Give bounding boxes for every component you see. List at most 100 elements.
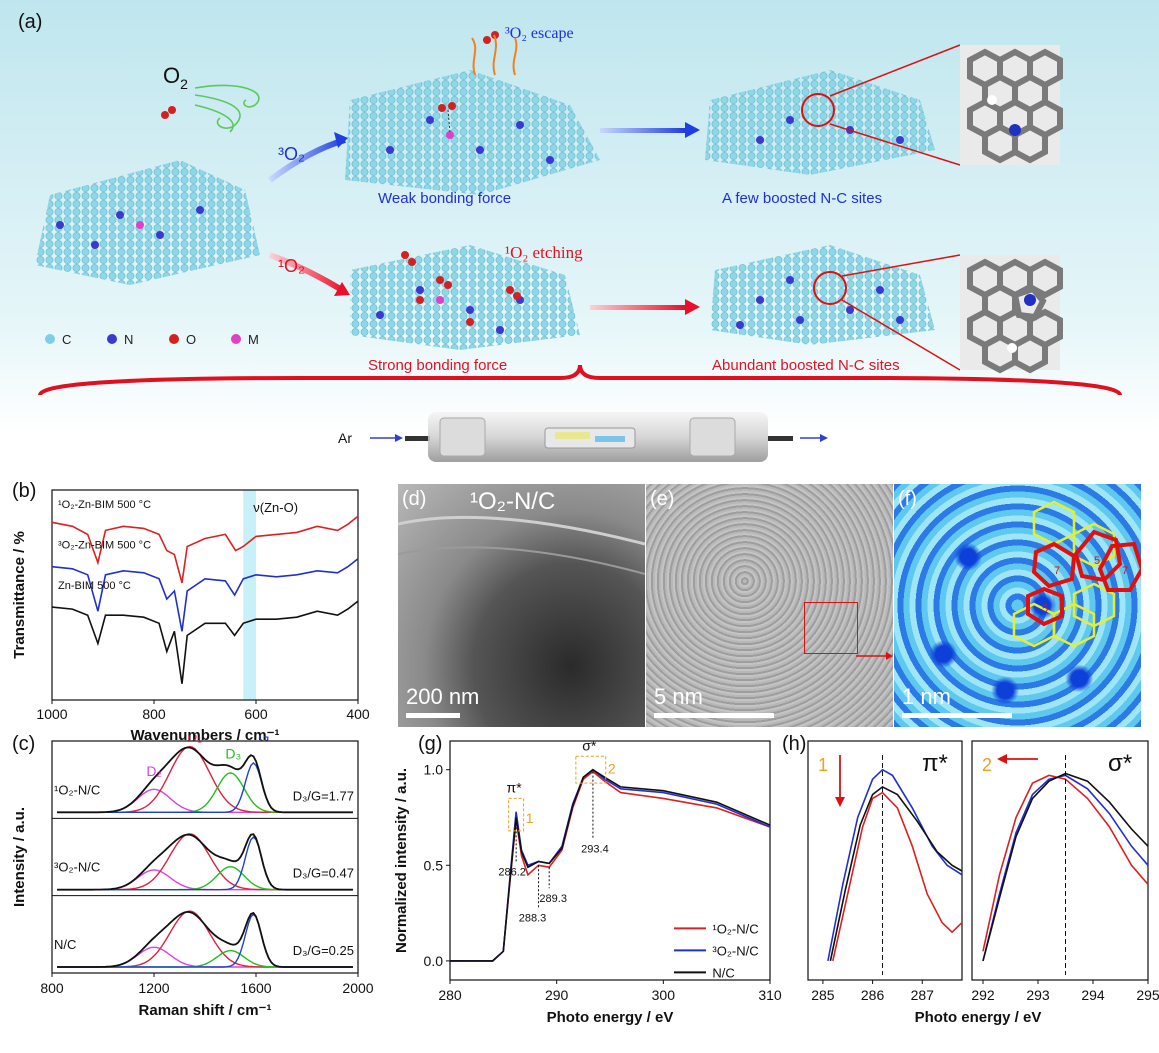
blue-forward-arrow <box>600 128 685 133</box>
panel-label-g: (g) <box>418 733 443 755</box>
ftir-series-label-1: ³O₂-Zn-BIM 500 °C <box>58 540 151 552</box>
red-bracket <box>38 364 1122 396</box>
raman-row-name-1: ³O₂-N/C <box>54 860 100 875</box>
panel-g-nexafs-chart: ¹O₂-N/C ³O₂-N/C N/C 1 2 π* σ* 286.2 288.3 289.3 29… <box>393 738 782 1026</box>
legend-dot-o <box>169 334 179 344</box>
g-xtick-label-1: 290 <box>545 987 569 1003</box>
ring-label-7b: 7 <box>1122 565 1128 577</box>
zn-o-annotation: ν(Zn-O) <box>253 500 298 515</box>
panel-label-b: (b) <box>12 480 37 502</box>
strong-bonding-label: Strong bonding force <box>368 357 507 374</box>
escape-label: ³O₂ escape <box>505 25 574 42</box>
h-left-frame <box>807 740 963 981</box>
b-tick-label-1: 800 <box>142 706 166 722</box>
panel-d-scale-label: 200 nm <box>406 684 480 709</box>
panel-f-scale-label: 1 nm <box>902 684 951 709</box>
raman-fit-0 <box>57 746 353 814</box>
b-tick-label-2: 600 <box>244 706 268 722</box>
h-right-box-label: 2 <box>982 755 992 775</box>
panel-label-a: (a) <box>18 11 42 33</box>
b-xlabel: Wavenumbers / cm⁻¹ <box>130 727 279 744</box>
legend-text-0: ¹O₂-N/C <box>712 921 758 936</box>
g-ylabel: Normalized intensity / a.u. <box>393 768 410 953</box>
ftir-series-2 <box>51 600 359 684</box>
peak-label-d1: D₁ <box>187 735 202 744</box>
wind-icon <box>194 84 260 133</box>
raman-row-ratio-0: D₃/G=1.77 <box>293 788 354 803</box>
triplet-arrowhead <box>334 132 348 148</box>
box-2 <box>575 755 607 784</box>
g-xtick-label-2: 300 <box>652 987 676 1003</box>
raman-row-name-0: ¹O₂-N/C <box>54 782 100 797</box>
raman-row-ratio-2: D₃/G=0.25 <box>293 943 354 958</box>
h-left-tick-label-1: 286 <box>861 987 885 1003</box>
h-right-tick-label-1: 293 <box>1026 987 1050 1003</box>
panel-c-raman-chart: ¹O₂-N/C D₃/G=1.77 D₁ D₂ D₃ G ³O₂-N/C D₃/G=0.47 N… <box>11 735 374 1019</box>
ftir-series-label-2: Zn-BIM 500 °C <box>58 580 131 592</box>
structure-inset-top <box>960 45 1063 165</box>
peak-label-g: G <box>259 735 270 744</box>
tube-furnace <box>370 412 828 462</box>
raman-fit-1 <box>57 833 353 891</box>
ftir-series-label-0: ¹O₂-Zn-BIM 500 °C <box>58 499 151 511</box>
etching-label: ¹O₂ etching <box>505 243 583 262</box>
panel-b-frame <box>51 489 359 701</box>
panel-e-scale-label: 5 nm <box>654 684 703 709</box>
h-xlabel: Photo energy / eV <box>915 1009 1042 1026</box>
box-1-label: 1 <box>526 810 534 826</box>
zoom-arrow <box>856 652 893 660</box>
o2-molecule-icon <box>161 31 499 119</box>
panel-d-scale-bar <box>406 713 460 718</box>
c-tick-label-2: 1600 <box>240 980 271 996</box>
g-ytick-label-1: 0.5 <box>424 857 444 873</box>
ring-overlay: 7 5 7 5 <box>1012 500 1141 648</box>
h-right-title: σ* <box>1108 750 1132 777</box>
raman-D1-2 <box>57 910 353 968</box>
abundant-sites-label: Abundant boosted N-C sites <box>712 357 900 374</box>
panel-f-scale-bar <box>902 713 1012 718</box>
c-tick-label-3: 2000 <box>342 980 373 996</box>
ring-label-5b: 5 <box>1042 603 1048 615</box>
zoom-box <box>804 602 858 654</box>
peak-label-d3: D₃ <box>225 745 241 761</box>
b-ylabel: Transmittance / % <box>11 531 28 659</box>
panel-d-overlay <box>398 515 645 575</box>
pi-star-label: π* <box>507 780 523 796</box>
c-tick-label-0: 800 <box>40 980 64 996</box>
h-left-title: π* <box>922 750 948 777</box>
legend-text-2: N/C <box>712 965 734 980</box>
panel-label-f: (f) <box>898 488 917 510</box>
triplet-path-label: ³O₂ <box>278 144 305 164</box>
panel-c-frame <box>51 740 359 974</box>
legend-text-1: ³O₂-N/C <box>712 943 758 958</box>
legend-dot-n <box>107 334 117 344</box>
o2-label: O2 <box>163 63 188 92</box>
panel-d-title: ¹O₂-N/C <box>470 488 556 515</box>
h-left-tick-label-0: 285 <box>811 987 835 1003</box>
ftir-series-0 <box>51 515 359 584</box>
panel-e-scale-bar <box>654 713 774 718</box>
panel-a-schematic: (a) O2 ³O₂ ¹O₂ ³O₂ escape ¹O₂ etching We… <box>0 0 1159 470</box>
weak-bonding-label: Weak bonding force <box>378 190 511 207</box>
singlet-arrow <box>268 252 347 295</box>
graphene-sheet-singlet <box>350 245 580 350</box>
ftir-series-1 <box>51 558 359 632</box>
raman-G-2 <box>57 913 353 968</box>
h-left-box-label: 1 <box>818 755 828 775</box>
g-ytick-label-0: 0.0 <box>424 953 444 969</box>
graphene-sheet-few-sites <box>705 70 935 175</box>
panel-e-hrtem-image: (e) 5 nm <box>646 484 893 727</box>
legend-dot-m <box>231 334 241 344</box>
panel-label-d: (d) <box>402 488 427 510</box>
b-tick-label-3: 400 <box>346 706 370 722</box>
legend-label-o: O <box>186 332 196 347</box>
c-ylabel: Intensity / a.u. <box>11 807 28 907</box>
raman-row-ratio-1: D₃/G=0.47 <box>293 866 354 881</box>
h-left-series-2 <box>829 785 963 962</box>
raman-G-1 <box>57 836 353 891</box>
h-right-tick-label-0: 292 <box>971 987 995 1003</box>
raman-fit-2 <box>57 910 353 968</box>
raman-D1-1 <box>57 833 353 891</box>
legend-label-c: C <box>62 332 71 347</box>
